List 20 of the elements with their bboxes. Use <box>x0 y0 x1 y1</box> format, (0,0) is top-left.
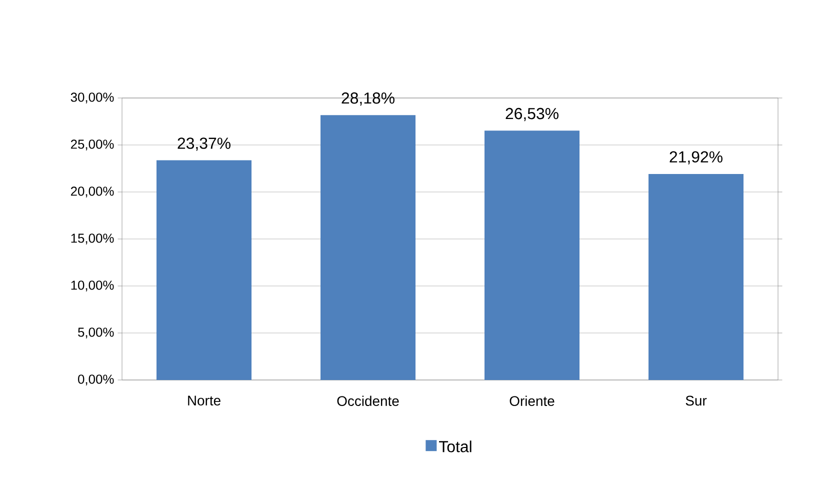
data-label: 28,18% <box>342 92 394 106</box>
y-tick-label: 25,00% <box>70 140 114 150</box>
x-tick-label: Occidente <box>337 396 399 406</box>
x-tick-label: Sur <box>686 396 707 406</box>
data-label: 23,37% <box>178 138 230 151</box>
y-tick-label: 15,00% <box>71 234 114 244</box>
data-label: 21,92% <box>670 151 722 164</box>
x-tick-label: Norte <box>188 396 220 406</box>
bar <box>320 115 416 380</box>
bar <box>648 174 744 380</box>
y-tick-label: 20,00% <box>70 186 114 198</box>
y-tick-label: 5,00% <box>78 328 114 338</box>
legend-label: Total <box>439 440 472 452</box>
y-tick-label: 0,00% <box>78 374 114 386</box>
data-label: 26,53% <box>506 108 558 122</box>
bar <box>156 160 252 380</box>
y-tick-label: 10,00% <box>71 280 114 292</box>
y-tick-label: 30,00% <box>70 92 114 104</box>
bar <box>484 130 580 380</box>
x-tick-label: Oriente <box>510 396 554 406</box>
